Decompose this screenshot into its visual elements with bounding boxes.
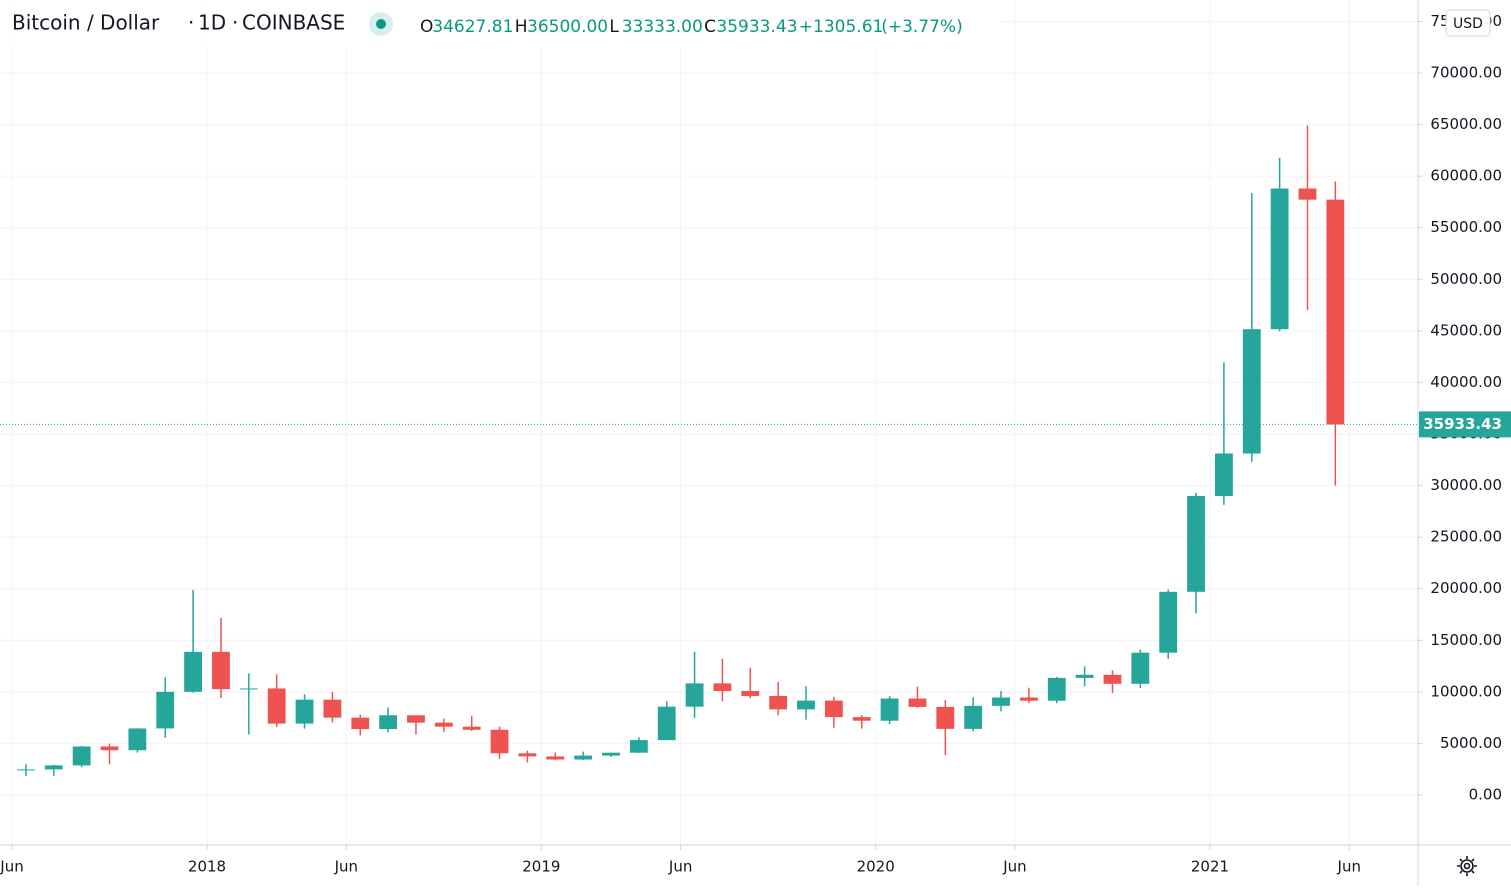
ohlc-value: 34627.81 xyxy=(432,17,513,37)
candle-body xyxy=(713,683,732,692)
candle-body xyxy=(128,728,147,751)
separator: · xyxy=(232,11,238,35)
last-price-label: 35933.43 xyxy=(1423,415,1502,433)
x-tick-label: 2021 xyxy=(1191,858,1229,876)
candle-body xyxy=(156,691,175,729)
candle-body xyxy=(239,688,258,690)
y-tick-label: 15000.00 xyxy=(1430,631,1502,649)
candle-body xyxy=(936,706,955,729)
candle-body xyxy=(685,683,704,707)
candle-body xyxy=(351,717,370,730)
interval: 1D xyxy=(198,11,226,35)
x-tick-label: Jun xyxy=(668,858,692,876)
legend-bg xyxy=(0,0,1000,48)
candle-body xyxy=(546,756,565,760)
axes: 0.00 5000.00 10000.00 15000.00 20000.00 25000… xyxy=(0,12,1511,876)
change-pct: (+3.77%) xyxy=(881,17,963,37)
candle-body xyxy=(518,753,537,757)
candle-body xyxy=(964,705,983,729)
y-tick-label: 50000.00 xyxy=(1430,270,1502,288)
candle-body xyxy=(880,698,899,721)
x-tick-label: Jun xyxy=(0,858,24,876)
candle-body xyxy=(1242,329,1261,454)
candle-body xyxy=(797,700,815,710)
candle-body xyxy=(212,651,230,690)
ohlc-key: L xyxy=(609,17,619,37)
candle-body xyxy=(824,700,843,718)
candle-body xyxy=(100,746,119,751)
y-tick-label: 25000.00 xyxy=(1430,528,1502,546)
change: +1305.61 xyxy=(799,17,884,37)
y-tick-label: 65000.00 xyxy=(1430,115,1502,133)
x-tick-label: Jun xyxy=(1002,858,1026,876)
currency: USD xyxy=(1453,16,1483,32)
separator: · xyxy=(188,11,194,35)
candle-body xyxy=(1019,697,1038,701)
ohlc-value: 33333.00 xyxy=(622,17,703,37)
candle-body xyxy=(267,688,286,724)
candle-body xyxy=(44,765,63,770)
candle-body xyxy=(462,726,481,730)
candle-body xyxy=(629,740,648,753)
ohlc-key: H xyxy=(515,17,528,37)
y-tick-label: 10000.00 xyxy=(1430,682,1502,700)
ohlc-value: 35933.43 xyxy=(716,17,797,37)
y-tick-label: 70000.00 xyxy=(1430,64,1502,82)
y-tick-label: 40000.00 xyxy=(1430,373,1502,391)
candle-body xyxy=(852,717,871,721)
ohlc-key: O xyxy=(420,17,433,37)
candle-body xyxy=(1270,188,1289,330)
candle-body xyxy=(72,746,91,766)
y-tick-label: 5000.00 xyxy=(1440,734,1502,752)
candle-body xyxy=(490,729,509,754)
candle-body xyxy=(657,706,676,741)
candle-body xyxy=(992,697,1010,706)
candles xyxy=(17,125,1345,777)
y-tick-label: 55000.00 xyxy=(1430,218,1502,236)
candle-body xyxy=(908,698,927,707)
candle-body xyxy=(379,715,398,730)
candle-body xyxy=(323,699,342,718)
x-tick-label: 2019 xyxy=(522,858,560,876)
candle-body xyxy=(1214,453,1233,496)
x-tick-label: 2020 xyxy=(857,858,895,876)
settings-icon[interactable] xyxy=(1457,856,1477,876)
candle-body xyxy=(1326,199,1345,425)
candle-body xyxy=(1047,677,1066,701)
candle-body xyxy=(184,651,203,692)
ohlc-key: C xyxy=(704,17,716,37)
ohlc-value: 36500.00 xyxy=(527,17,608,37)
y-tick-label: 60000.00 xyxy=(1430,167,1502,185)
candle-body xyxy=(602,752,620,756)
candle-body xyxy=(1159,591,1178,653)
candle-body xyxy=(295,699,314,724)
candle-body xyxy=(769,695,788,710)
x-tick-label: Jun xyxy=(1337,858,1361,876)
candle-body xyxy=(1103,674,1122,684)
currency-badge[interactable] xyxy=(1445,9,1491,37)
y-tick-label: 30000.00 xyxy=(1430,476,1502,494)
candle-body xyxy=(1187,495,1205,592)
y-tick-label: 20000.00 xyxy=(1430,579,1502,597)
last-price-badge xyxy=(1419,411,1511,438)
exchange: COINBASE xyxy=(242,11,345,35)
candle-body xyxy=(17,769,35,771)
symbol: Bitcoin / Dollar xyxy=(12,11,160,35)
y-tick-label: 0.00 xyxy=(1469,785,1502,803)
grid xyxy=(0,0,1418,845)
candle-body xyxy=(434,722,453,727)
candle-body xyxy=(574,755,593,760)
candle-body xyxy=(741,691,760,696)
candle-body xyxy=(1298,188,1317,200)
candle-body xyxy=(407,715,425,723)
y-tick-label: 45000.00 xyxy=(1430,321,1502,339)
candle-body xyxy=(1075,674,1094,678)
x-tick-label: 2018 xyxy=(188,858,226,876)
candle-body xyxy=(1131,652,1150,684)
x-tick-label: Jun xyxy=(334,858,358,876)
status-dot[interactable] xyxy=(376,19,386,29)
